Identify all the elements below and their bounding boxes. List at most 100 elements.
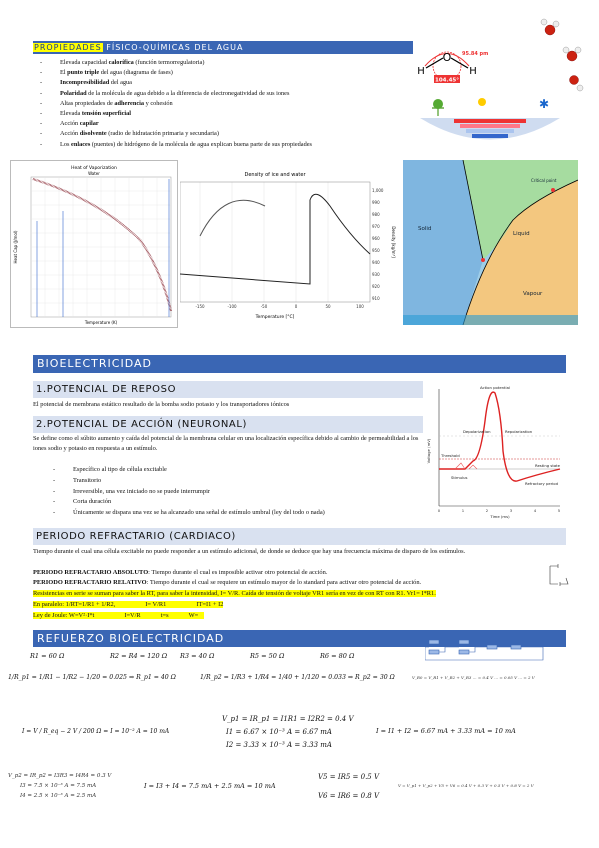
chart1-xlabel: Temperature (K) [84,320,118,325]
bond-length-label: 95.84 pm [462,51,489,57]
property-item: Acción disolvente (radio de hidratación … [40,129,400,139]
ap-xlabel: Time (ms) [489,514,510,519]
ap-stimulus-label: Stimulus [451,475,468,480]
equation-rp2: 1/R_p2 = 1/R3 + 1/R4 = 1/40 + 1/120 = 0.… [200,674,395,681]
chart2-ytick: 930 [372,272,380,277]
chart2-ytick: 920 [372,284,380,289]
resistencias-serie-note: Resistencias en serie se suman para sabe… [33,590,436,597]
chart2-xtick: 100 [356,304,364,309]
equation-v-total: V = V_p1 + V_p2 + V5 + V6 = 0.4 V + 0.3 … [398,783,534,788]
oxygen-label: O [443,51,452,64]
resistor-value: R3 = 40 Ω [180,652,215,660]
equation-i4: I4 = 2.5 × 10⁻³ A = 2.5 mA [20,793,97,799]
chart2-xtick: -50 [261,304,268,309]
circuit-sketch [548,562,570,588]
heat-of-vaporization-chart: Heat of Vaporization Water Temperature (… [10,160,178,328]
accion-list-item: Específico al tipo de célula excitable [53,465,423,476]
resistor-value: R1 = 60 Ω [30,652,65,660]
equation-i-sum-2: I = I3 + I4 = 7.5 mA + 2.5 mA = 10 mA [144,782,276,790]
hydrogen-right-label: H [469,66,477,77]
ap-refractory-label: Refractory period [525,481,559,486]
accion-list-item: Únicamente se dispara una vez se ha alca… [53,508,423,519]
ap-peak-label: Action potential [480,385,510,390]
phase-solid-label: Solid [418,226,431,232]
chart2-ytick: 940 [372,260,380,265]
chart2-xtick: 0 [295,304,298,309]
equation-vp2: V_p2 = IR_p2 = I3R3 = I4R4 = 0.3 V [8,773,112,779]
ap-ylabel: Voltage (mV) [426,438,431,463]
equation-rp1: 1/R_p1 = 1/R1 − 1/R2 − 1/20 = 0.025 ⇒ R_… [8,674,176,681]
ap-xtick: 2 [486,508,489,513]
ley-joule-note: Ley de Joule: W=V²·I*t I=V/R t=s W= [33,611,205,621]
accion-list-item: Irreversible, una vez iniciado no se pue… [53,487,423,498]
potencial-accion-header: 2.POTENCIAL DE ACCIÓN (NEURONAL) [33,416,423,433]
chart2-xlabel: Temperature [°C] [255,314,295,320]
chart2-xtick: -100 [227,304,237,309]
chart2-ytick: 950 [372,248,380,253]
circuit-diagram [424,636,545,664]
ap-repol-label: Repolarization [505,429,533,434]
ap-threshold-label: Threshold [440,453,460,458]
chart2-ylabel: Density [kg/m³] [391,226,396,258]
properties-header: PROPIEDADES FÍSICO-QUÍMICAS DEL AGUA [33,41,413,54]
periodo-refractario-header: PERIODO REFRACTARIO (CARDIACO) [33,528,566,545]
ap-xtick: 0 [438,508,441,513]
ap-xtick: 4 [534,508,537,513]
ap-xtick: 3 [510,508,513,513]
refractario-relativo: PERIODO REFRACTARIO RELATIVO: Tiempo dur… [33,578,553,588]
equation-v6: V6 = IR6 = 0.8 V [318,792,380,800]
chart2-ytick: 1,000 [372,188,384,193]
equation-vp1: V_p1 = IR_p1 = I1R1 = I2R2 = 0.4 V [222,715,354,723]
chart1-ylabel: Heat Cap (J/mol) [13,230,18,263]
chart2-ytick: 970 [372,224,380,229]
phase-diagram: Solid Liquid Vapour Critical point [403,159,579,326]
chart2-ytick: 990 [372,200,380,205]
equation-i1: I1 = 6.67 × 10⁻³ A = 6.67 mA [226,728,332,736]
properties-list: Elevada capacidad calorífica (función te… [40,58,400,150]
equation-i2: I2 = 3.33 × 10⁻³ A = 3.33 mA [226,741,332,749]
bioelectricidad-header: BIOELECTRICIDAD [33,355,566,373]
properties-header-rest: FÍSICO-QUÍMICAS DEL AGUA [102,43,244,52]
phase-vapour-label: Vapour [523,291,543,297]
accion-list-item: Corta duración [53,497,423,508]
ap-xtick: 1 [462,508,465,513]
chart2-title: Density of ice and water [244,172,306,178]
chart2-xtick: -150 [195,304,205,309]
potencial-accion-text: Se define como el súbito aumento y caída… [33,435,419,452]
snowflake-icon: ✱ [539,97,549,111]
refractario-absoluto: PERIODO REFRACTARIO ABSOLUTO: Tiempo dur… [33,568,553,578]
resistencias-paralelo-note: En paralelo: 1/RT=1/R1 + 1/R2, I= V/R1 IT=… [33,601,224,608]
refractario-relativo-text: : Tiempo durante el cual se requiere un … [146,579,422,586]
chart2-xtick: 50 [325,304,331,309]
potencial-accion-list: Específico al tipo de célula excitableTr… [53,465,423,519]
refractario-absoluto-label: PERIODO REFRACTARIO ABSOLUTO [33,569,149,576]
chart2-ytick: 980 [372,212,380,217]
refractario-absoluto-text: : Tiempo durante el cual es imposible ac… [148,569,328,576]
ap-rest-label: Resting state [535,463,561,468]
equation-i3: I3 = 7.5 × 10⁻³ A = 7.5 mA [20,783,97,789]
water-molecule-diagram: O H H 104.45° [412,36,482,84]
chart1-title: Heat of Vaporization [71,165,117,171]
equation-i-sum-1: I = I1 + I2 = 6.67 mA + 3.33 mA = 10 mA [376,727,516,735]
phase-liquid-label: Liquid [513,231,530,237]
action-potential-graph: Action potential Threshold Stimulus Rest… [425,381,565,521]
potencial-reposo-header: 1.POTENCIAL DE REPOSO [33,381,423,398]
resistor-value: R6 = 80 Ω [320,652,355,660]
resistor-value: R5 = 50 Ω [250,652,285,660]
bond-angle-label: 104.45° [435,78,459,84]
properties-header-highlight: PROPIEDADES [33,43,103,52]
property-item: Altas propiedades de adherencia y cohesi… [40,99,400,109]
accion-list-item: Transitorio [53,476,423,487]
equation-current-total: I = V / R_eq − 2 V / 200 Ω = I = 10⁻² A … [22,728,170,735]
phase-critical-label: Critical point [531,178,557,183]
resistor-values: R1 = 60 Ω R2 = R4 = 120 Ω R3 = 40 Ω R5 = 50… [30,652,560,662]
resistor-value: R2 = R4 = 120 Ω [110,652,168,660]
property-item: Elevada tensión superficial [40,109,400,119]
chart1-subtitle: Water [88,171,100,176]
potencial-reposo-text: El potencial de membrana estático result… [33,401,290,408]
equation-v5: V5 = IR5 = 0.5 V [318,773,380,781]
ap-xtick: 5 [558,508,561,513]
chart2-ytick: 910 [372,296,380,301]
density-chart: Density of ice and water -150 -100 -50 0 50 1… [179,166,400,326]
chart2-ytick: 960 [372,236,380,241]
